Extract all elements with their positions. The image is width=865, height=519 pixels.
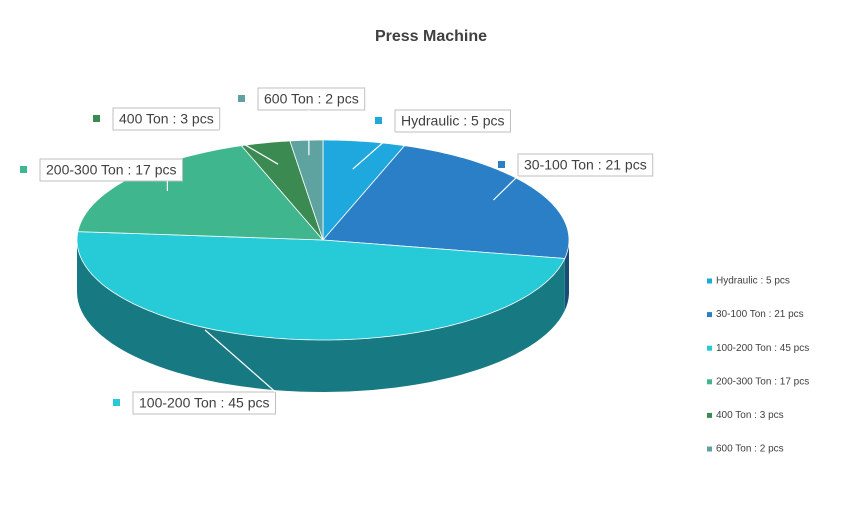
label-text: 30-100 Ton : 21 pcs <box>524 157 647 173</box>
legend-marker <box>707 345 712 351</box>
legend-marker <box>707 379 712 385</box>
leader-line <box>219 129 279 165</box>
legend-label: 100-200 Ton : 45 pcs <box>716 343 809 354</box>
label-marker <box>375 117 382 124</box>
label-box <box>132 391 277 415</box>
legend-marker <box>707 446 712 452</box>
slice-side <box>564 240 569 311</box>
label-box <box>39 158 184 182</box>
legend-label: 30-100 Ton : 21 pcs <box>716 309 804 320</box>
label-text: Hydraulic : 5 pcs <box>401 113 504 129</box>
label-box <box>517 153 654 177</box>
leader-line <box>352 131 396 170</box>
label-box <box>394 109 511 133</box>
label-marker <box>498 161 505 168</box>
legend-marker <box>707 412 712 418</box>
data-label: 200-300 Ton : 17 pcs <box>20 158 184 192</box>
label-box <box>257 87 366 111</box>
label-text: 100-200 Ton : 45 pcs <box>139 395 270 411</box>
pie-slice <box>322 145 570 259</box>
leader-line <box>493 175 519 201</box>
label-marker <box>93 115 100 122</box>
data-label: 30-100 Ton : 21 pcs <box>493 153 654 201</box>
label-marker <box>238 95 245 102</box>
pie-slice <box>240 140 324 241</box>
legend-marker <box>707 278 712 284</box>
label-text: 200-300 Ton : 17 pcs <box>46 162 177 178</box>
data-label: Hydraulic : 5 pcs <box>352 109 511 170</box>
pie-tops <box>76 139 570 341</box>
chart-title: Press Machine <box>375 28 487 45</box>
leader-line <box>204 329 276 393</box>
label-text: 600 Ton : 2 pcs <box>264 91 359 107</box>
slice-side <box>77 240 565 392</box>
pie-slice <box>76 231 566 341</box>
data-label: 100-200 Ton : 45 pcs <box>113 329 277 415</box>
legend-label: Hydraulic : 5 pcs <box>716 276 790 287</box>
legend-marker <box>707 312 712 318</box>
legend-label: 400 Ton : 3 pcs <box>716 410 784 421</box>
label-marker <box>20 166 27 173</box>
pie-sides <box>77 240 569 392</box>
data-label: 600 Ton : 2 pcs <box>238 87 366 156</box>
label-marker <box>113 399 120 406</box>
label-text: 400 Ton : 3 pcs <box>119 111 214 127</box>
legend-label: 600 Ton : 2 pcs <box>716 444 784 455</box>
pie-slice <box>322 139 406 242</box>
data-label: 400 Ton : 3 pcs <box>93 107 279 165</box>
legend-label: 200-300 Ton : 17 pcs <box>716 376 809 387</box>
label-box <box>112 107 221 131</box>
pie-slice <box>289 139 324 241</box>
